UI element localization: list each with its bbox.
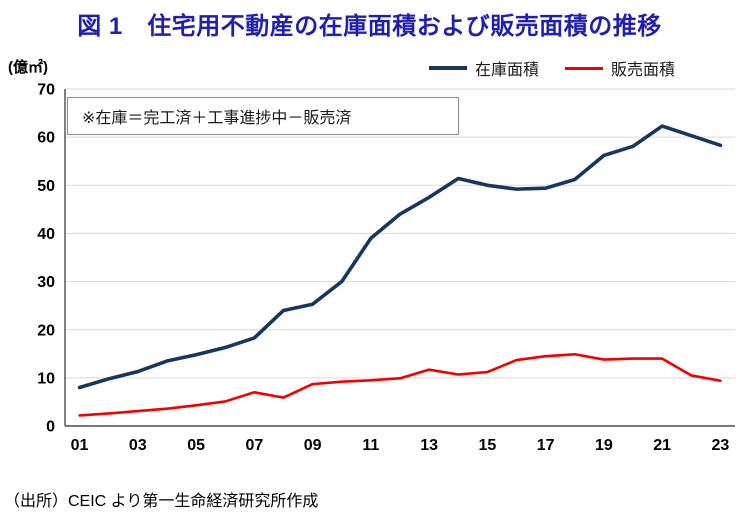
x-tick-label-19: 19 xyxy=(595,437,613,454)
source-note: （出所）CEIC より第一生命経済研究所作成 xyxy=(4,493,319,510)
figure-title: 図 1 住宅用不動産の在庫面積および販売面積の推移 xyxy=(77,13,662,40)
y-axis-unit-label: (億㎡) xyxy=(8,59,48,76)
y-tick-label-70: 70 xyxy=(37,82,55,99)
series-line-sales xyxy=(78,352,722,417)
series-line-inventory xyxy=(77,124,723,390)
x-tick-label-07: 07 xyxy=(245,437,263,454)
inventory-definition-note: ※在庫＝完工済＋工事進捗中－販売済 xyxy=(67,97,459,135)
x-tick-label-17: 17 xyxy=(537,437,555,454)
x-tick-label-01: 01 xyxy=(71,437,89,454)
y-tick-label-40: 40 xyxy=(37,226,55,243)
chart-plot: 0 10 20 30 40 50 60 70 01 03 05 07 09 11 13 15 17 19 21 23 xyxy=(37,82,735,454)
x-tick-label-13: 13 xyxy=(420,437,438,454)
sales-line-swatch xyxy=(564,66,603,70)
x-tick-label-21: 21 xyxy=(653,437,671,454)
x-tick-label-05: 05 xyxy=(187,437,205,454)
legend: 在庫面積 販売面積 xyxy=(428,56,675,80)
x-tick-label-15: 15 xyxy=(478,437,496,454)
y-tick-label-60: 60 xyxy=(37,130,55,147)
y-tick-label-20: 20 xyxy=(37,322,55,339)
legend-label-inventory: 在庫面積 xyxy=(474,62,539,79)
y-tick-label-50: 50 xyxy=(37,178,55,195)
x-tick-label-03: 03 xyxy=(129,437,147,454)
x-tick-label-23: 23 xyxy=(712,437,730,454)
y-tick-label-10: 10 xyxy=(37,370,55,387)
y-tick-label-30: 30 xyxy=(37,274,55,291)
legend-item-sales: 販売面積 xyxy=(564,56,675,80)
inventory-definition-text: ※在庫＝完工済＋工事進捗中－販売済 xyxy=(82,110,352,127)
x-tick-label-11: 11 xyxy=(362,437,379,454)
legend-label-sales: 販売面積 xyxy=(610,62,675,79)
y-tick-label-0: 0 xyxy=(46,419,55,436)
x-tick-label-09: 09 xyxy=(304,437,322,454)
legend-item-inventory: 在庫面積 xyxy=(428,56,539,80)
inventory-line-swatch xyxy=(428,66,467,70)
